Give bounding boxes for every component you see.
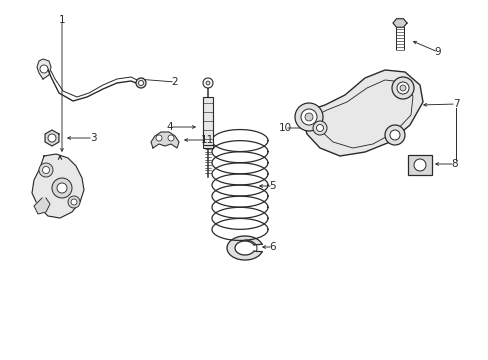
Circle shape — [156, 135, 162, 141]
Circle shape — [205, 81, 209, 85]
Text: 4: 4 — [166, 122, 173, 132]
Circle shape — [39, 163, 53, 177]
Polygon shape — [34, 198, 50, 214]
Circle shape — [316, 125, 323, 131]
Circle shape — [384, 125, 404, 145]
Polygon shape — [226, 236, 262, 260]
Circle shape — [203, 78, 213, 88]
Text: 6: 6 — [269, 242, 276, 252]
Circle shape — [391, 77, 413, 99]
Text: 9: 9 — [434, 47, 440, 57]
Text: 8: 8 — [451, 159, 457, 169]
Text: 1: 1 — [59, 15, 65, 25]
Circle shape — [68, 196, 80, 208]
Circle shape — [42, 166, 49, 174]
Polygon shape — [37, 59, 51, 79]
Circle shape — [301, 109, 316, 125]
Circle shape — [48, 134, 56, 142]
Circle shape — [312, 121, 326, 135]
Circle shape — [389, 130, 399, 140]
Circle shape — [52, 178, 72, 198]
Polygon shape — [392, 19, 406, 27]
Polygon shape — [45, 130, 59, 146]
Bar — [203, 97, 213, 145]
Circle shape — [71, 199, 77, 205]
Polygon shape — [151, 132, 179, 148]
Text: 2: 2 — [171, 77, 178, 87]
Text: 11: 11 — [200, 135, 213, 145]
Circle shape — [294, 103, 323, 131]
Bar — [407, 155, 431, 175]
Circle shape — [413, 159, 425, 171]
Text: 5: 5 — [269, 181, 276, 191]
Circle shape — [399, 85, 405, 91]
Circle shape — [136, 78, 146, 88]
Circle shape — [168, 135, 174, 141]
Circle shape — [138, 81, 143, 85]
Text: 3: 3 — [89, 133, 96, 143]
Circle shape — [305, 113, 312, 121]
Text: 10: 10 — [278, 123, 291, 133]
Text: 7: 7 — [452, 99, 458, 109]
Polygon shape — [303, 70, 422, 156]
Circle shape — [40, 65, 48, 73]
Circle shape — [396, 82, 408, 94]
Polygon shape — [32, 154, 84, 218]
Bar — [203, 142, 213, 148]
Circle shape — [57, 183, 67, 193]
